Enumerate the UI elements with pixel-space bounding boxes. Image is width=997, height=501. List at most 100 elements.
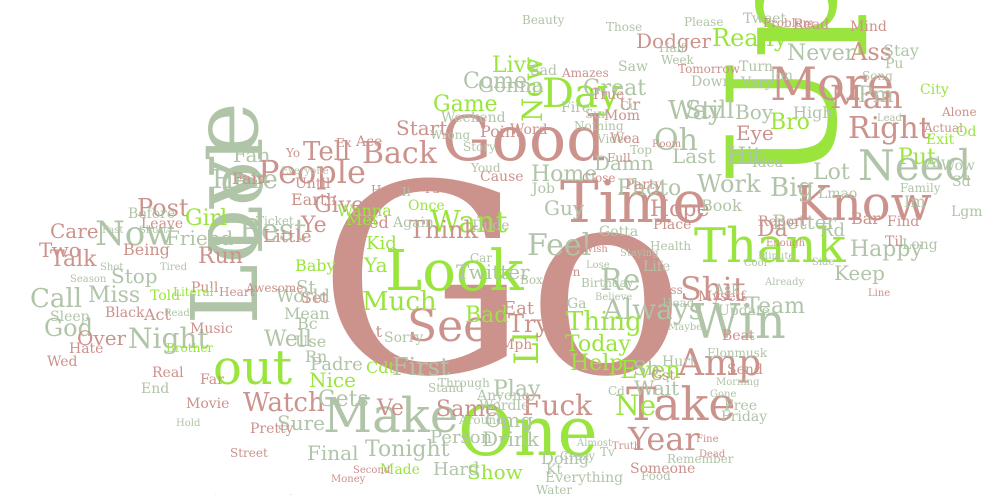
word-fast: Fast <box>102 225 123 236</box>
word-kid: Kid <box>366 233 397 254</box>
word-final: Final <box>307 441 358 465</box>
word-open: Open <box>548 265 581 279</box>
word-head: Head <box>662 296 695 310</box>
word-year: Year <box>627 420 700 458</box>
word-feel: Feel <box>527 228 591 263</box>
word-hold: Hold <box>176 418 201 429</box>
word-now: Now <box>95 214 174 254</box>
word-black: Black <box>105 305 145 321</box>
word: Call <box>215 494 218 496</box>
word-gets: Gets <box>318 387 369 412</box>
word-post: Post <box>137 194 189 222</box>
word-hit: Hit <box>727 144 762 169</box>
word-tomorrow: Tomorrow <box>678 62 741 76</box>
word-almost: Almost <box>576 438 612 449</box>
word-ll: Ll <box>507 332 547 365</box>
word-lgm: Lgm <box>951 204 983 220</box>
word-mind: Mind <box>850 19 887 35</box>
word-youd: Youd <box>470 161 501 175</box>
word-friday: Friday <box>721 409 767 425</box>
word-long: Long <box>902 237 938 253</box>
word-stop: Stop <box>111 264 158 288</box>
word-come: Come <box>463 69 527 94</box>
word-world: World <box>276 286 330 307</box>
word-shit: Shit <box>680 270 746 308</box>
word-padre: Padre <box>310 354 363 375</box>
word-mom: Mom <box>604 108 640 124</box>
word-lose: Lose <box>586 260 610 271</box>
word-way: Way <box>668 96 723 126</box>
word-idea: Idea <box>752 155 783 171</box>
word-bc: Bc <box>297 314 318 333</box>
word-keep: Keep <box>834 261 885 285</box>
word-out: out <box>213 340 292 396</box>
word-job: Job <box>530 181 555 197</box>
word-pm: Pm <box>858 83 894 108</box>
word-god: God <box>44 314 93 342</box>
word-tv: Tv <box>600 445 615 459</box>
word-kt: Kt <box>546 462 562 478</box>
word-dodger: Dodger <box>636 29 712 53</box>
word-ticket: Ticket <box>256 214 294 228</box>
word-money: Money <box>331 474 366 485</box>
word-half: Half <box>659 41 686 55</box>
word-gst: Gst <box>651 368 675 384</box>
word-people: People <box>258 153 366 191</box>
word-sure: Sure <box>277 411 325 435</box>
word-pu: Pu <box>885 56 903 72</box>
word-take: Take <box>626 377 736 431</box>
word-better: Better <box>772 210 836 234</box>
word-alone: Alone <box>941 105 977 119</box>
word-love: Love <box>172 102 279 325</box>
word-awesome: Awesome <box>245 281 303 295</box>
word-good: Good <box>442 102 606 175</box>
word-talk: Talk <box>50 247 97 272</box>
word-those: Those <box>606 20 642 34</box>
word-hate: Hate <box>69 341 103 357</box>
word-ask: Ask <box>713 282 740 298</box>
word-tonight: Tonight <box>365 437 450 462</box>
word-met: Met <box>346 210 379 229</box>
word-really: Really <box>712 24 788 52</box>
word-literal: Literal <box>173 285 214 299</box>
word-live: Live <box>492 53 539 78</box>
word-set: Set <box>301 288 328 307</box>
word-ya: Ya <box>363 253 388 277</box>
word-wea: Wea <box>610 131 640 147</box>
word-care: Care <box>50 219 99 243</box>
word-up: Up <box>697 0 871 185</box>
word-fine: Fine <box>696 434 719 445</box>
word-drink: Drink <box>482 427 540 451</box>
word-night: Night <box>128 322 209 355</box>
word-dead: Dead <box>699 449 726 460</box>
word-call: Call <box>30 284 82 314</box>
word-man: Man <box>830 78 902 116</box>
word-food: Food <box>641 469 671 483</box>
word-remember: Remember <box>667 452 734 466</box>
word-cdt: Cdt <box>366 358 395 377</box>
word-guess: Guess <box>646 283 683 297</box>
word-sun: Sun <box>585 107 609 121</box>
word-believe: Believe <box>595 292 632 303</box>
word-update: Update <box>718 303 770 319</box>
word-ne: Ne <box>615 389 656 422</box>
word: Gonna <box>289 494 293 496</box>
word-stay: Stay <box>883 41 919 60</box>
word-lol: Lol <box>194 138 280 255</box>
word-fan: Fan <box>233 143 270 167</box>
word-first: First <box>392 353 450 381</box>
word-far: Far <box>200 372 224 388</box>
word-still: Still <box>685 96 734 124</box>
word-ass: Ass <box>849 38 892 66</box>
word-watch: Watch <box>243 388 325 418</box>
word-close: Close <box>582 171 616 185</box>
word-staying: Staying <box>620 248 659 259</box>
word-st: St <box>296 277 316 298</box>
word-problem: Problem <box>763 16 815 30</box>
word-give: Give <box>314 193 364 218</box>
word-win: Win <box>691 294 786 350</box>
word-ii: Ii <box>402 185 411 199</box>
word-life: Life <box>643 259 670 275</box>
word-short: Short <box>139 225 167 236</box>
